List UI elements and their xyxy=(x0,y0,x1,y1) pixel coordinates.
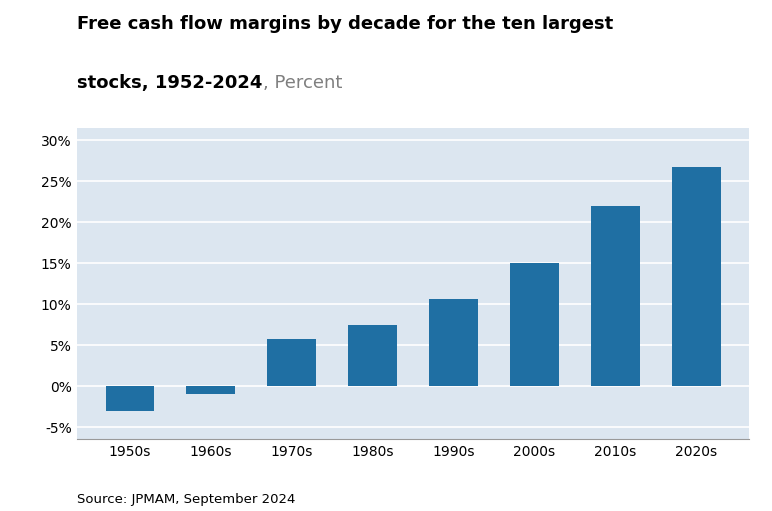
Bar xyxy=(672,167,720,386)
Text: Free cash flow margins by decade for the ten largest: Free cash flow margins by decade for the… xyxy=(77,15,614,33)
Text: Source: JPMAM, September 2024: Source: JPMAM, September 2024 xyxy=(77,493,296,506)
Text: stocks, 1952-2024: stocks, 1952-2024 xyxy=(77,74,262,92)
Bar xyxy=(267,339,316,386)
Bar xyxy=(591,205,639,386)
Text: , Percent: , Percent xyxy=(262,74,342,92)
Bar xyxy=(429,299,478,386)
Bar xyxy=(348,326,397,386)
Bar xyxy=(187,386,235,394)
Bar xyxy=(510,263,559,386)
Bar xyxy=(106,386,154,411)
